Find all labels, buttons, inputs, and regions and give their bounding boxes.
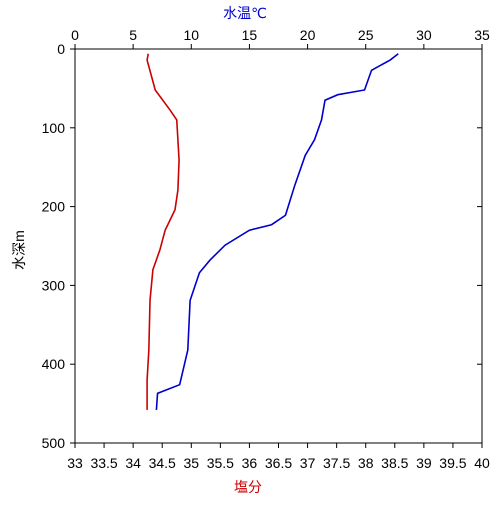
y-tick-label: 0	[57, 41, 65, 57]
y-tick-label: 400	[42, 356, 66, 372]
x2-tick-label: 5	[129, 27, 137, 43]
y-tick-label: 300	[42, 277, 66, 293]
x-tick-label: 39	[416, 455, 432, 471]
y-axis-label: 水深m	[11, 230, 27, 270]
x-tick-label: 35.5	[207, 455, 234, 471]
x2-tick-label: 20	[300, 27, 316, 43]
x-tick-label: 34.5	[149, 455, 176, 471]
x-axis-label: 塩分	[234, 479, 262, 495]
plot-frame	[74, 48, 483, 444]
x2-tick-label: 15	[242, 27, 258, 43]
x2-tick-label: 0	[71, 27, 79, 43]
profile-line	[155, 53, 399, 410]
x2-tick-label: 35	[474, 27, 490, 43]
x-tick-label: 39.5	[439, 455, 466, 471]
x-tick-label: 33.5	[90, 455, 117, 471]
x2-axis-label: 水温℃	[223, 5, 267, 21]
x-tick-label: 33	[67, 455, 83, 471]
x2-tick-label: 10	[183, 27, 199, 43]
x-tick-label: 36	[242, 455, 258, 471]
x-tick-label: 34	[125, 455, 141, 471]
x2-tick-label: 25	[358, 27, 374, 43]
x2-tick-label: 30	[416, 27, 432, 43]
x-tick-label: 37	[300, 455, 316, 471]
x-tick-label: 35	[183, 455, 199, 471]
profile-line	[146, 53, 180, 410]
x-tick-label: 37.5	[323, 455, 350, 471]
y-tick-label: 200	[42, 199, 66, 215]
y-tick-label: 500	[42, 435, 66, 451]
x-tick-label: 38.5	[381, 455, 408, 471]
x-tick-label: 38	[358, 455, 374, 471]
x-tick-label: 40	[474, 455, 490, 471]
x-tick-label: 36.5	[265, 455, 292, 471]
y-tick-label: 100	[42, 120, 66, 136]
